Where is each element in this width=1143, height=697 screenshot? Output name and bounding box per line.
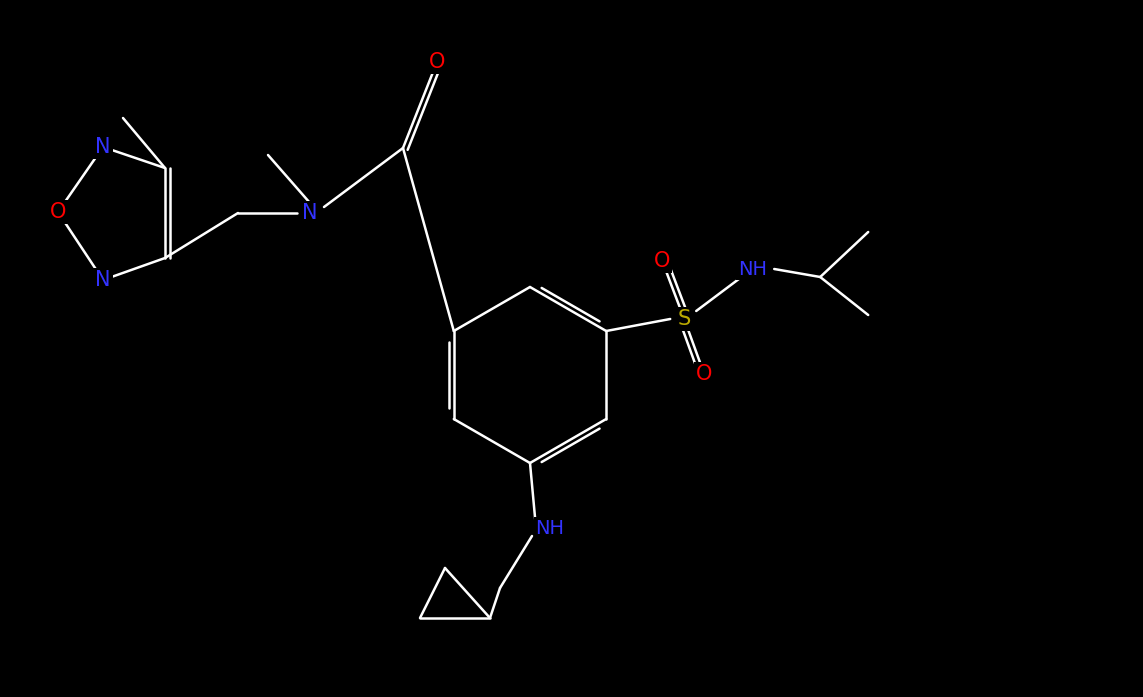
Text: O: O xyxy=(50,202,66,222)
Text: N: N xyxy=(95,270,111,290)
Text: NH: NH xyxy=(737,259,767,279)
Text: O: O xyxy=(429,52,445,72)
Text: S: S xyxy=(678,309,690,329)
Text: N: N xyxy=(95,137,111,157)
Text: NH: NH xyxy=(536,519,565,537)
Text: O: O xyxy=(696,364,712,384)
Text: O: O xyxy=(654,251,671,271)
Text: N: N xyxy=(302,203,318,223)
